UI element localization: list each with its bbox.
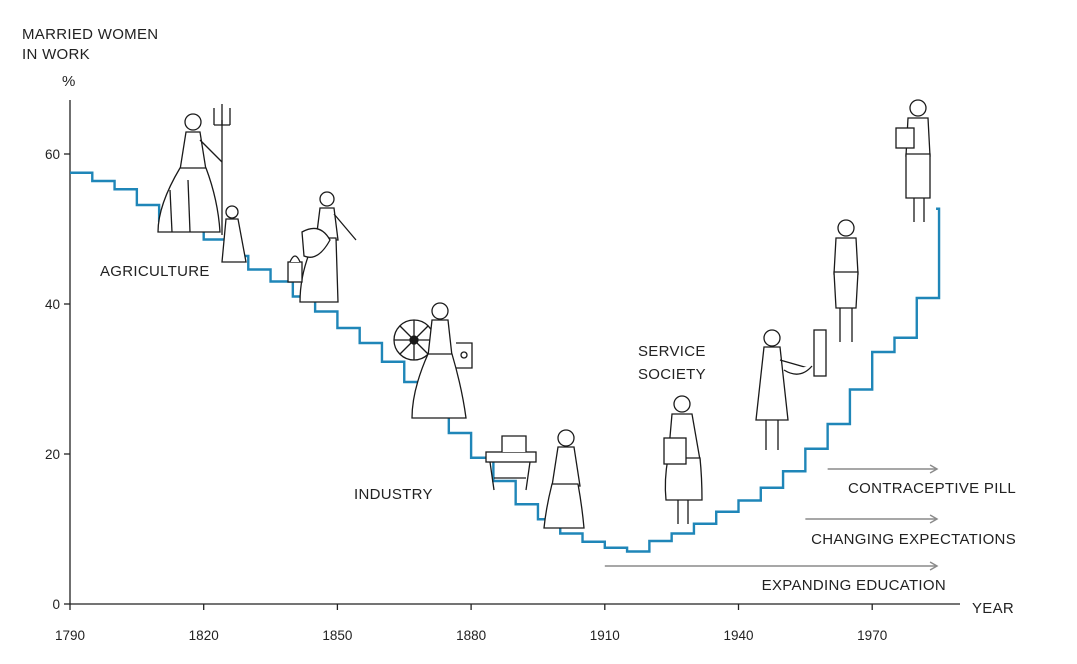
label-service-line2: SOCIETY xyxy=(638,366,706,383)
sewing-machine-icon xyxy=(485,435,537,491)
y-axis-title-line2: IN WORK xyxy=(22,46,90,63)
y-tick-label: 40 xyxy=(45,297,60,312)
x-tick-label: 1820 xyxy=(189,628,219,643)
clerk-woman-with-folder-icon xyxy=(663,395,703,524)
y-ticks: 0 20 40 60 xyxy=(45,147,70,612)
label-agriculture: AGRICULTURE xyxy=(100,263,210,280)
farm-woman-with-pitchfork-icon xyxy=(157,104,231,235)
driver-arrows xyxy=(604,464,939,571)
x-axis-title: YEAR xyxy=(972,600,1014,617)
y-axis-title-line1: MARRIED WOMEN xyxy=(22,26,158,43)
arrow-changing-expectations xyxy=(805,514,939,524)
x-ticks: 1790 1820 1850 1880 1910 1940 1970 xyxy=(55,604,887,643)
y-axis-unit: % xyxy=(62,73,76,90)
label-expanding-education: EXPANDING EDUCATION xyxy=(762,577,946,594)
y-tick-label: 0 xyxy=(52,597,60,612)
y-tick-label: 20 xyxy=(45,447,60,462)
woman-at-switchboard-icon xyxy=(755,329,827,450)
arrow-contraceptive-pill xyxy=(827,464,939,474)
factory-woman-icon xyxy=(543,429,585,529)
x-tick-label: 1940 xyxy=(723,628,753,643)
x-tick-label: 1910 xyxy=(590,628,620,643)
woman-with-spinning-wheel-icon xyxy=(393,302,473,419)
woman-with-handbag-icon xyxy=(895,99,931,222)
x-tick-label: 1970 xyxy=(857,628,887,643)
label-contraceptive-pill: CONTRACEPTIVE PILL xyxy=(848,480,1016,497)
x-tick-label: 1880 xyxy=(456,628,486,643)
child-icon xyxy=(221,205,247,263)
label-industry: INDUSTRY xyxy=(354,486,433,503)
label-service-line1: SERVICE xyxy=(638,343,706,360)
x-tick-label: 1790 xyxy=(55,628,85,643)
x-tick-label: 1850 xyxy=(322,628,352,643)
label-changing-expectations: CHANGING EXPECTATIONS xyxy=(811,531,1016,548)
arrow-expanding-education xyxy=(604,561,939,571)
y-tick-label: 60 xyxy=(45,147,60,162)
woman-with-bucket-icon xyxy=(287,191,357,303)
woman-in-suit-icon xyxy=(833,219,859,342)
